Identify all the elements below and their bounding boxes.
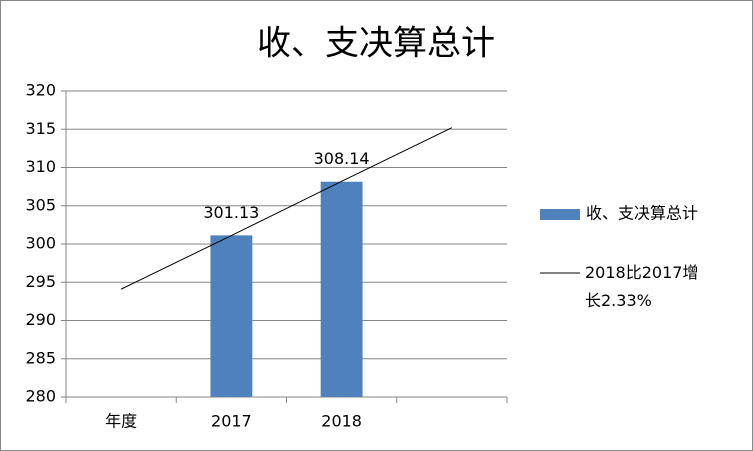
x-tick-label: 2018	[321, 412, 362, 431]
y-tick-label: 295	[25, 272, 56, 291]
legend-label: 收、支决算总计	[586, 204, 698, 223]
data-label: 301.13	[203, 203, 259, 222]
y-tick-label: 300	[25, 234, 56, 253]
legend-swatch	[540, 209, 580, 220]
bar	[210, 235, 253, 397]
x-tick-label: 年度	[105, 412, 137, 431]
trend-line	[120, 127, 453, 290]
y-tick-label: 305	[25, 195, 56, 214]
y-tick-label: 285	[25, 348, 56, 367]
y-tick-label: 290	[25, 310, 56, 329]
y-tick-label: 320	[25, 81, 56, 100]
legend-label: 2018比2017增长2.33%	[585, 263, 699, 310]
y-tick-label: 310	[25, 157, 56, 176]
bar	[320, 181, 363, 397]
x-tick-label: 2017	[211, 412, 252, 431]
y-tick-label: 280	[25, 387, 56, 406]
chart-title: 收、支决算总计	[257, 24, 495, 64]
data-label: 308.14	[314, 149, 370, 168]
y-tick-label: 315	[25, 119, 56, 138]
